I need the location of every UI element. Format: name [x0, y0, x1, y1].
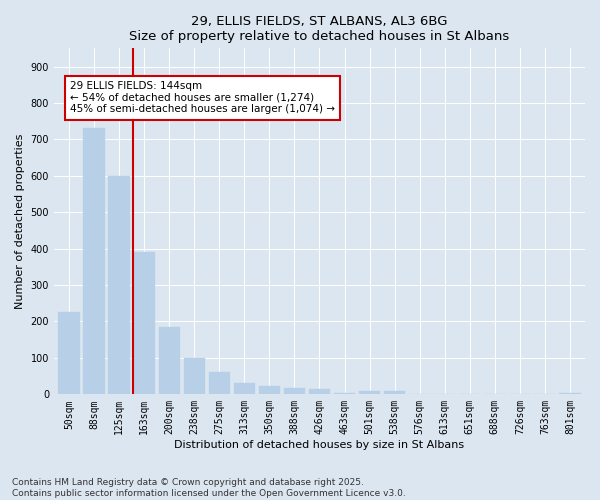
Bar — [359, 390, 380, 394]
Y-axis label: Number of detached properties: Number of detached properties — [15, 134, 25, 309]
Bar — [184, 358, 205, 395]
Bar — [109, 176, 130, 394]
Bar — [309, 389, 330, 394]
Text: Contains HM Land Registry data © Crown copyright and database right 2025.
Contai: Contains HM Land Registry data © Crown c… — [12, 478, 406, 498]
Text: 29 ELLIS FIELDS: 144sqm
← 54% of detached houses are smaller (1,274)
45% of semi: 29 ELLIS FIELDS: 144sqm ← 54% of detache… — [70, 81, 335, 114]
Bar — [559, 392, 581, 394]
Bar — [284, 388, 305, 394]
Title: 29, ELLIS FIELDS, ST ALBANS, AL3 6BG
Size of property relative to detached house: 29, ELLIS FIELDS, ST ALBANS, AL3 6BG Siz… — [130, 15, 509, 43]
Bar — [58, 312, 80, 394]
X-axis label: Distribution of detached houses by size in St Albans: Distribution of detached houses by size … — [175, 440, 464, 450]
Bar — [133, 252, 155, 394]
Bar — [158, 327, 180, 394]
Bar — [259, 386, 280, 394]
Bar — [334, 392, 355, 394]
Bar — [83, 128, 104, 394]
Bar — [209, 372, 230, 394]
Bar — [384, 390, 405, 394]
Bar — [233, 384, 255, 394]
